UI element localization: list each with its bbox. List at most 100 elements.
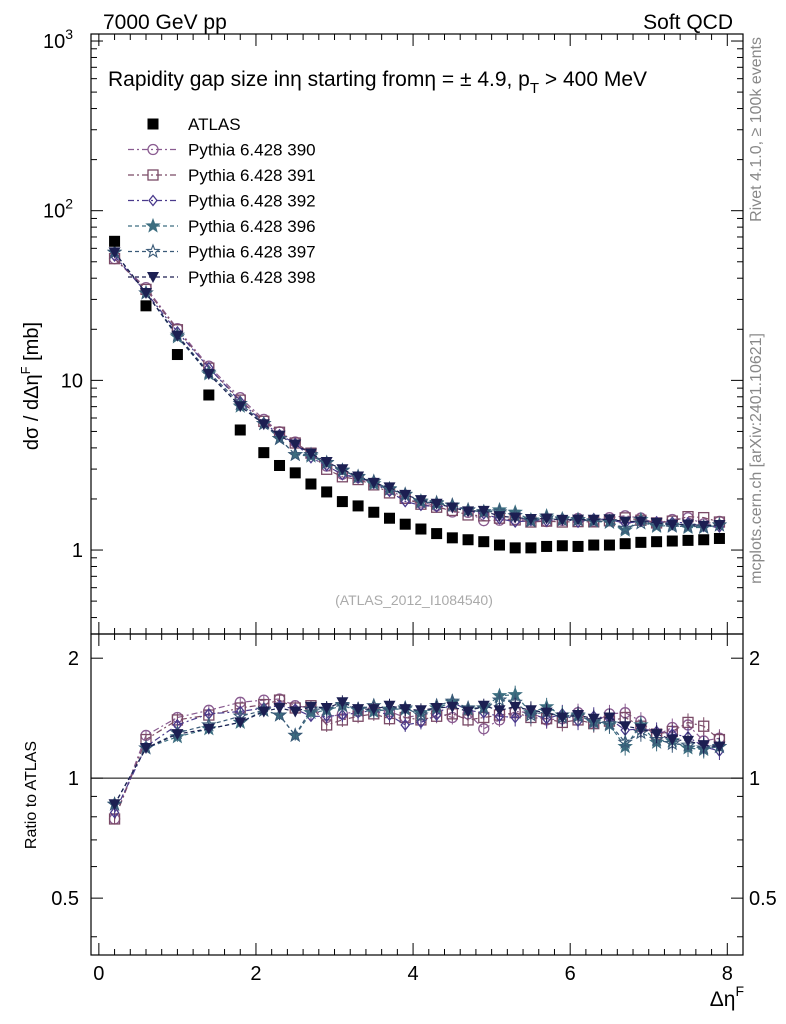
atlas-point xyxy=(478,536,490,548)
ratio-point xyxy=(682,716,694,729)
ratio-point xyxy=(556,712,569,724)
atlas-point xyxy=(415,523,427,535)
atlas-point xyxy=(541,540,553,552)
atlas-point xyxy=(234,424,246,436)
atlas-point xyxy=(603,539,615,551)
mcplots-label: mcplots.cern.ch [arXiv:2401.10621] xyxy=(748,333,765,584)
ratio-y-tick-label-right: 1 xyxy=(749,768,760,790)
x-axis-label-sup: F xyxy=(735,983,744,999)
atlas-point xyxy=(399,518,411,530)
y-tick-label: 10 xyxy=(61,370,83,392)
chart-title-tail: > 400 MeV xyxy=(539,68,647,91)
mc-point xyxy=(273,430,286,442)
header-left: 7000 GeV pp xyxy=(103,11,227,34)
ratio-point xyxy=(287,727,303,743)
legend-marker-2 xyxy=(147,169,159,181)
legend-label-5: Pythia 6.428 397 xyxy=(188,243,316,262)
ratio-point xyxy=(414,705,427,717)
ratio-point xyxy=(494,710,505,723)
mc-point xyxy=(399,489,412,501)
atlas-point xyxy=(556,540,568,552)
atlas-point xyxy=(203,389,215,401)
ratio-y-tick-label: 2 xyxy=(68,648,79,670)
ratio-point xyxy=(510,711,521,724)
ratio-point xyxy=(493,705,506,717)
mc-point xyxy=(414,495,427,507)
ratio-point xyxy=(336,697,349,709)
atlas-point xyxy=(352,500,364,512)
x-tick-label: 0 xyxy=(93,963,104,985)
mc-point xyxy=(304,448,317,460)
mc-point xyxy=(430,498,443,510)
ratio-point xyxy=(698,720,710,732)
mc-point xyxy=(108,247,121,259)
atlas-point xyxy=(368,506,380,518)
chart-title-eta2: η xyxy=(424,68,436,91)
atlas-point xyxy=(336,496,348,508)
ratio-axes: 0 2 4 6 8 0.5 0.5 1 1 2 2 xyxy=(51,633,777,985)
ratio-point xyxy=(320,702,333,714)
y-axis-label: dσ / dΔηF [mb] xyxy=(18,322,43,450)
ratio-point xyxy=(202,723,215,735)
mc-point xyxy=(713,520,726,532)
atlas-point xyxy=(509,542,521,554)
legend-label-4: Pythia 6.428 396 xyxy=(188,217,316,236)
atlas-point xyxy=(431,528,443,540)
x-axis-label: ΔηF xyxy=(710,983,744,1011)
y-tick-label: 1 xyxy=(72,540,83,562)
legend-label-1: Pythia 6.428 390 xyxy=(188,141,316,160)
ratio-y-tick-label-right: 0.5 xyxy=(749,888,777,910)
mc-point xyxy=(234,401,247,413)
ratio-point xyxy=(524,705,537,717)
mc-point xyxy=(367,477,380,489)
y-tick-label: 102 xyxy=(43,196,73,223)
chart-title-mid: starting from xyxy=(302,68,425,91)
atlas-point xyxy=(274,459,286,471)
mc-point xyxy=(139,288,152,300)
mc-point xyxy=(320,457,333,469)
ratio-y-tick-label: 1 xyxy=(68,768,79,790)
mc-point xyxy=(617,520,633,536)
ratio-point xyxy=(697,740,710,752)
mc-point xyxy=(556,514,569,526)
ratio-y-tick-label-right: 2 xyxy=(749,648,760,670)
ratio-point xyxy=(603,712,616,724)
ratio-line-2 xyxy=(114,701,720,813)
mc-point xyxy=(509,512,522,524)
mc-point xyxy=(287,446,303,462)
atlas-point xyxy=(619,538,631,550)
header-right: Soft QCD xyxy=(643,11,733,34)
mc-point xyxy=(697,520,710,532)
ratio-point xyxy=(619,721,632,733)
atlas-point xyxy=(572,540,584,552)
chart-title: Rapidity gap size inη starting fromη = ±… xyxy=(108,68,647,97)
mc-point xyxy=(524,513,537,525)
x-tick-label: 2 xyxy=(250,963,261,985)
y-tick-label-sup: 2 xyxy=(65,196,73,212)
ratio-point xyxy=(477,700,490,712)
mc-point xyxy=(634,516,647,528)
atlas-point xyxy=(525,542,537,554)
mc-point xyxy=(603,514,616,526)
ratio-point xyxy=(234,717,247,729)
ratio-point xyxy=(171,729,184,741)
legend-marker-0 xyxy=(147,118,159,130)
mc-point xyxy=(352,471,365,483)
ratio-point xyxy=(257,706,270,718)
ratio-point xyxy=(572,710,585,722)
chart-title-main: Rapidity gap size in xyxy=(108,68,290,91)
atlas-point xyxy=(321,486,333,498)
atlas-point xyxy=(635,536,647,548)
mc-point xyxy=(383,482,396,494)
chart-title-cond: = ± 4.9, p xyxy=(436,68,530,91)
atlas-point xyxy=(289,467,301,479)
atlas-point xyxy=(588,539,600,551)
atlas-point xyxy=(713,532,725,544)
mc-point xyxy=(336,464,349,476)
mc-point xyxy=(650,517,663,529)
y-axis-label-sup: F xyxy=(18,366,33,374)
ratio-point xyxy=(383,700,396,712)
y-tick-label: 103 xyxy=(43,26,73,53)
ratio-y-tick-label: 0.5 xyxy=(51,888,79,910)
